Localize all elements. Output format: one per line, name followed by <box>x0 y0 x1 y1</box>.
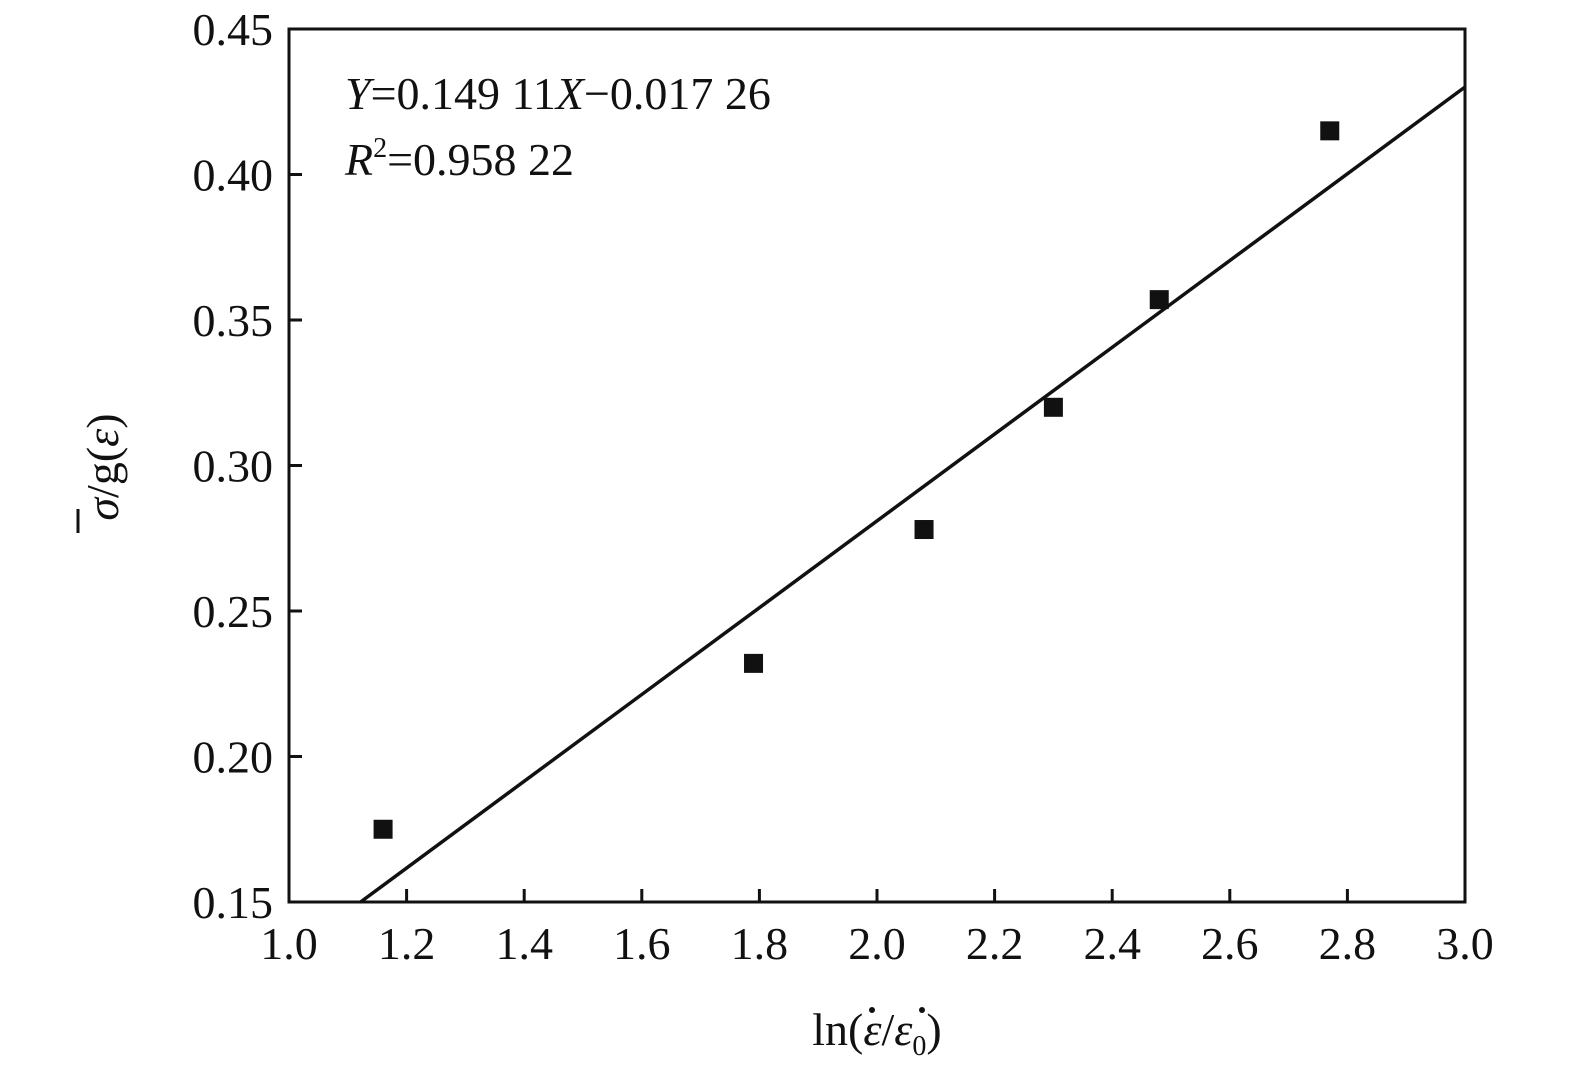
fit-line <box>359 85 1467 904</box>
y-tick-label: 0.35 <box>193 295 274 346</box>
y-axis-ticks: 0.15 0.20 0.25 0.30 0.35 0.40 0.45 <box>193 4 302 928</box>
data-point <box>373 819 393 839</box>
fit-line-group <box>359 85 1467 904</box>
x-tick-label: 2.6 <box>1201 918 1259 969</box>
y-tick-label: 0.45 <box>193 4 274 55</box>
x-tick-label: 1.8 <box>731 918 789 969</box>
x-tick-label: 3.0 <box>1436 918 1494 969</box>
y-tick-label: 0.15 <box>193 877 274 928</box>
x-axis-title-dots <box>869 1007 925 1013</box>
x-tick-label: 2.4 <box>1083 918 1141 969</box>
data-point <box>1149 290 1169 310</box>
y-tick-label: 0.20 <box>193 732 274 783</box>
data-point <box>744 653 764 673</box>
data-point <box>914 520 934 540</box>
data-point <box>1043 397 1063 417</box>
data-point <box>1320 121 1340 141</box>
x-tick-label: 1.4 <box>495 918 553 969</box>
x-tick-label: 2.0 <box>848 918 906 969</box>
y-axis-title: σ/g(ε) <box>77 413 128 520</box>
x-tick-label: 2.8 <box>1319 918 1377 969</box>
x-tick-label: 1.6 <box>613 918 671 969</box>
y-tick-label: 0.30 <box>193 441 274 492</box>
x-tick-label: 2.2 <box>966 918 1024 969</box>
y-tick-label: 0.25 <box>193 586 274 637</box>
data-points <box>373 121 1340 839</box>
y-tick-label: 0.40 <box>193 150 274 201</box>
x-axis-ticks: 1.0 1.2 1.4 1.6 1.8 2.0 2.2 2.4 2.6 2.8 3.0 <box>260 889 1494 969</box>
x-axis-title: ln(ε/ε0) <box>812 1004 942 1062</box>
r-squared-annotation: R2=0.958 22 <box>344 133 574 185</box>
x-tick-label: 1.0 <box>260 918 318 969</box>
x-tick-label: 1.2 <box>378 918 436 969</box>
equation-annotation: Y=0.149 11X−0.017 26 <box>345 68 771 119</box>
